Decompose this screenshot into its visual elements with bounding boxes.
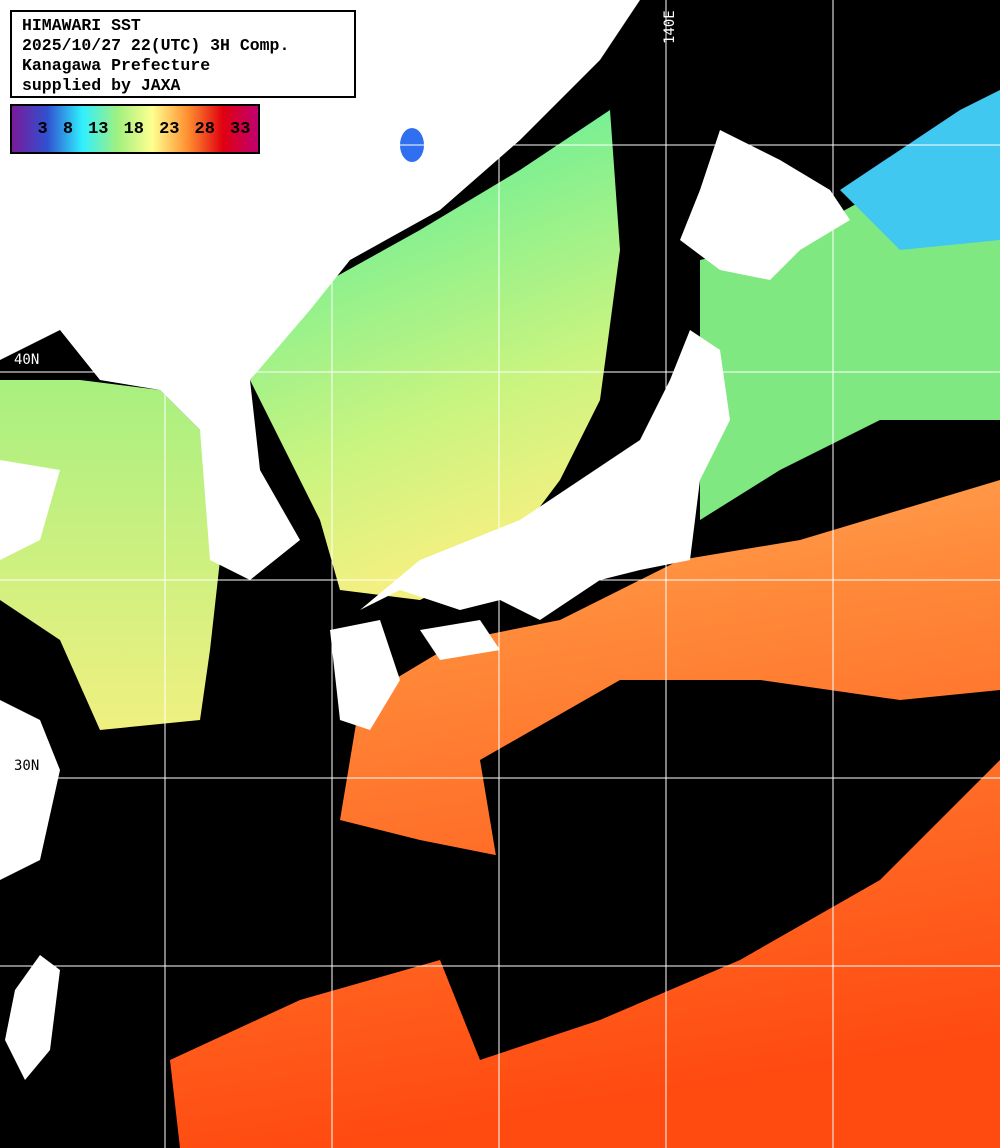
cloud-band-2: [0, 740, 340, 1020]
kuril-cold-sst: [840, 90, 1000, 250]
colorbar-tick: 23: [159, 119, 180, 139]
datetime: 2025/10/27 22(UTC) 3H Comp.: [22, 36, 290, 55]
china-coast-land: [0, 460, 60, 880]
cloud-band: [440, 680, 1000, 1060]
lat-label-40n: 40N: [14, 352, 40, 368]
colorbar-tick: 33: [230, 119, 251, 139]
lon-label-140e: 140E: [662, 10, 678, 44]
colorbar-tick: 28: [194, 119, 215, 139]
title: HIMAWARI SST: [22, 16, 141, 35]
colorbar-tick: 3: [37, 119, 48, 139]
region: Kanagawa Prefecture: [22, 56, 211, 75]
kyushu-land: [330, 620, 400, 730]
colorbar-tick: 13: [88, 119, 109, 139]
honshu-land: [360, 330, 730, 620]
credit: supplied by JAXA: [22, 76, 181, 95]
taiwan-land: [5, 955, 60, 1080]
hokkaido-land: [680, 130, 850, 280]
title-box: HIMAWARI SST 2025/10/27 22(UTC) 3H Comp.…: [10, 10, 356, 98]
colorbar-tick: 18: [123, 119, 144, 139]
color-scale-bar: 3 8 13 18 23 28 33: [10, 104, 260, 154]
yellow-sea-sst: [0, 380, 220, 730]
sea-of-japan-sst: [250, 110, 620, 600]
shikoku-land: [420, 620, 500, 660]
colorbar-tick: 8: [62, 119, 74, 139]
lat-label-30n: 30N: [14, 758, 40, 774]
